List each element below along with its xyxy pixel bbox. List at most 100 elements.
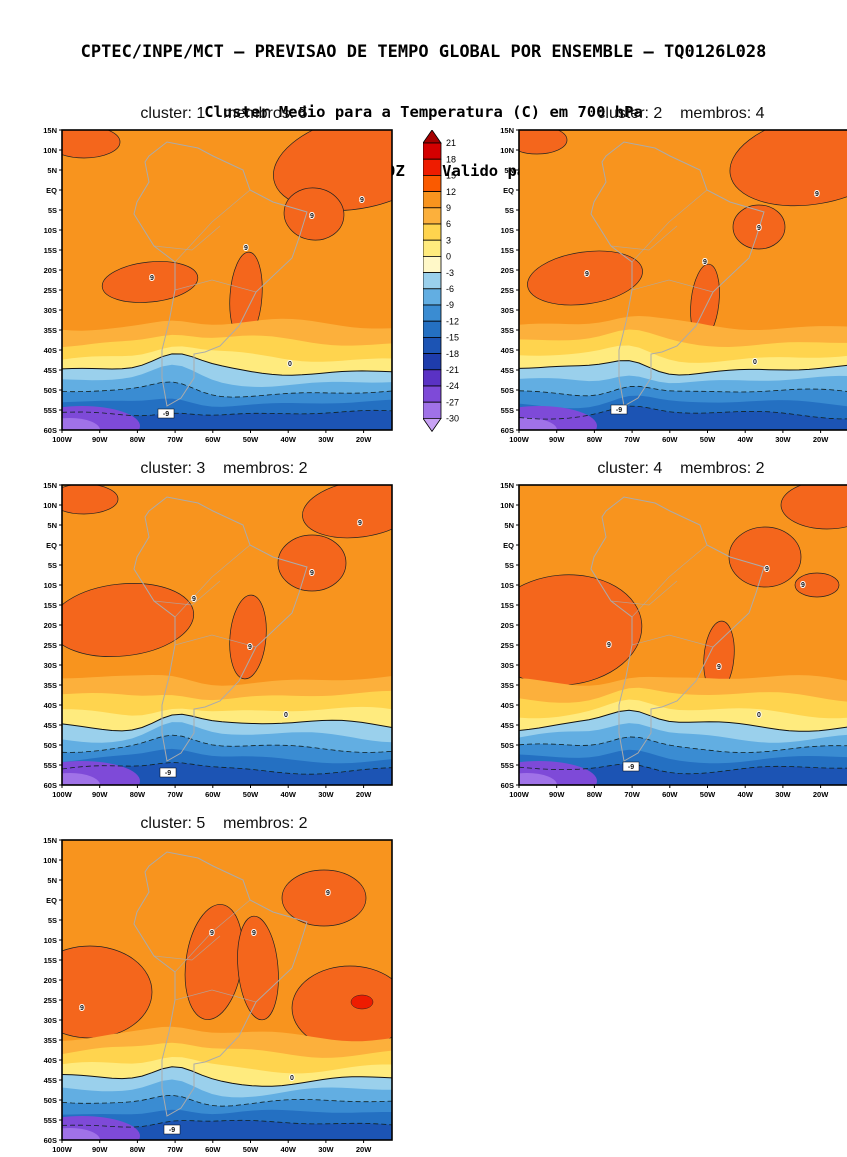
- lat-axis: 15N 10N 5N EQ 5S 10S 15S 20S 25S 30S 35S 40S 45S 50S 5…: [43, 836, 62, 1145]
- svg-text:60S: 60S: [44, 781, 57, 790]
- svg-text:50W: 50W: [243, 790, 259, 799]
- svg-text:9: 9: [210, 930, 214, 937]
- svg-text:40S: 40S: [44, 1056, 57, 1065]
- panel-title: cluster: 2 membros: 4: [597, 105, 765, 122]
- svg-text:50S: 50S: [501, 741, 514, 750]
- svg-text:35S: 35S: [501, 681, 514, 690]
- svg-text:25S: 25S: [44, 996, 57, 1005]
- svg-text:20S: 20S: [44, 976, 57, 985]
- svg-text:30S: 30S: [44, 306, 57, 315]
- svg-text:100W: 100W: [52, 790, 73, 799]
- svg-text:9: 9: [310, 213, 314, 220]
- svg-text:50W: 50W: [243, 1145, 259, 1154]
- temperature-map: 9 9 9 9 0 -9 15N 10N 5N EQ 5S 10S 15S 20S 25S 30S 35S 40S…: [43, 126, 393, 444]
- svg-text:50S: 50S: [44, 386, 57, 395]
- svg-text:-15: -15: [446, 333, 459, 343]
- svg-text:9: 9: [757, 225, 761, 232]
- panel-title: cluster: 1 membros: 5: [140, 105, 308, 122]
- svg-text:-9: -9: [616, 407, 622, 414]
- panel-title: cluster: 3 membros: 2: [140, 460, 308, 477]
- svg-text:45S: 45S: [44, 721, 57, 730]
- svg-text:-6: -6: [446, 284, 454, 294]
- svg-text:EQ: EQ: [46, 896, 57, 905]
- svg-text:40W: 40W: [737, 435, 753, 444]
- svg-text:100W: 100W: [509, 435, 530, 444]
- contour-labels: 9 9 9 9 0 -9: [606, 565, 806, 772]
- lon-axis: 100W 90W 80W 70W 60W 50W 40W 30W 20W: [52, 1140, 372, 1154]
- svg-text:5N: 5N: [47, 876, 57, 885]
- svg-text:90W: 90W: [92, 790, 108, 799]
- svg-text:25S: 25S: [44, 286, 57, 295]
- svg-text:-21: -21: [446, 365, 459, 375]
- svg-text:25S: 25S: [44, 641, 57, 650]
- svg-text:35S: 35S: [44, 681, 57, 690]
- svg-text:40W: 40W: [280, 435, 296, 444]
- svg-text:9: 9: [150, 275, 154, 282]
- svg-text:9: 9: [446, 203, 451, 213]
- svg-text:EQ: EQ: [503, 186, 514, 195]
- svg-text:15: 15: [446, 171, 456, 181]
- temperature-field: [519, 130, 847, 430]
- svg-text:12: 12: [446, 187, 456, 197]
- svg-text:70W: 70W: [624, 435, 640, 444]
- svg-text:20S: 20S: [501, 621, 514, 630]
- svg-text:70W: 70W: [167, 1145, 183, 1154]
- svg-text:80W: 80W: [587, 790, 603, 799]
- svg-text:80W: 80W: [130, 435, 146, 444]
- svg-text:45S: 45S: [501, 366, 514, 375]
- svg-text:45S: 45S: [501, 721, 514, 730]
- svg-text:40S: 40S: [501, 346, 514, 355]
- coastline: [133, 141, 308, 407]
- svg-text:60W: 60W: [205, 1145, 221, 1154]
- svg-text:55S: 55S: [44, 1116, 57, 1125]
- svg-text:55S: 55S: [44, 406, 57, 415]
- svg-text:15S: 15S: [44, 601, 57, 610]
- svg-text:-9: -9: [165, 770, 171, 777]
- svg-text:9: 9: [765, 566, 769, 573]
- svg-text:40S: 40S: [44, 346, 57, 355]
- svg-text:9: 9: [358, 520, 362, 527]
- cluster-panel-5: cluster: 5 membros: 2 9 9 9 9 0 -9 15N 10N 5N EQ 5S…: [28, 815, 396, 1157]
- svg-text:80W: 80W: [130, 790, 146, 799]
- svg-text:100W: 100W: [509, 790, 530, 799]
- svg-text:9: 9: [585, 271, 589, 278]
- svg-text:-24: -24: [446, 381, 459, 391]
- temperature-colorbar: 21 18 15 12 9 6 3 0 -3 -6 -9 -12 -15 -18 -21 -24 -27 -30: [422, 129, 487, 447]
- coastline: [133, 851, 308, 1117]
- svg-text:-9: -9: [446, 300, 454, 310]
- svg-text:70W: 70W: [167, 435, 183, 444]
- svg-text:5N: 5N: [47, 166, 57, 175]
- svg-text:20W: 20W: [813, 435, 829, 444]
- colorbar-scale: 21 18 15 12 9 6 3 0 -3 -6 -9 -12 -15 -18 -21 -24 -27 -30: [422, 129, 459, 433]
- lon-axis: 100W 90W 80W 70W 60W 50W 40W 30W 20W: [509, 785, 829, 799]
- svg-text:5S: 5S: [505, 206, 514, 215]
- svg-text:10N: 10N: [43, 146, 57, 155]
- svg-text:100W: 100W: [52, 435, 73, 444]
- svg-text:9: 9: [801, 582, 805, 589]
- header-line-2: Cluster Medio para a Temperatura (C) em …: [204, 103, 643, 121]
- svg-text:15S: 15S: [501, 246, 514, 255]
- svg-text:9: 9: [717, 664, 721, 671]
- svg-text:5N: 5N: [504, 166, 514, 175]
- svg-text:80W: 80W: [587, 435, 603, 444]
- svg-text:60S: 60S: [501, 426, 514, 435]
- svg-text:5S: 5S: [48, 206, 57, 215]
- svg-text:10S: 10S: [501, 226, 514, 235]
- svg-text:20S: 20S: [44, 266, 57, 275]
- cluster-panel-3: cluster: 3 membros: 2 9 9 9 9 0 -9 15N 10N 5N EQ 5S…: [28, 460, 396, 808]
- svg-text:35S: 35S: [44, 1036, 57, 1045]
- svg-text:80W: 80W: [130, 1145, 146, 1154]
- svg-text:10N: 10N: [500, 501, 514, 510]
- cluster-panel-4: cluster: 4 membros: 2 9 9 9 9 0 -9 15N 10N 5N EQ 5S…: [485, 460, 847, 808]
- svg-text:15S: 15S: [501, 601, 514, 610]
- svg-text:30S: 30S: [44, 1016, 57, 1025]
- svg-text:5S: 5S: [505, 561, 514, 570]
- svg-text:50S: 50S: [44, 741, 57, 750]
- svg-text:40W: 40W: [280, 1145, 296, 1154]
- panel-title: cluster: 4 membros: 2: [597, 460, 765, 477]
- svg-text:9: 9: [248, 644, 252, 651]
- svg-text:25S: 25S: [501, 286, 514, 295]
- svg-text:10N: 10N: [500, 146, 514, 155]
- svg-text:45S: 45S: [44, 1076, 57, 1085]
- svg-text:50S: 50S: [501, 386, 514, 395]
